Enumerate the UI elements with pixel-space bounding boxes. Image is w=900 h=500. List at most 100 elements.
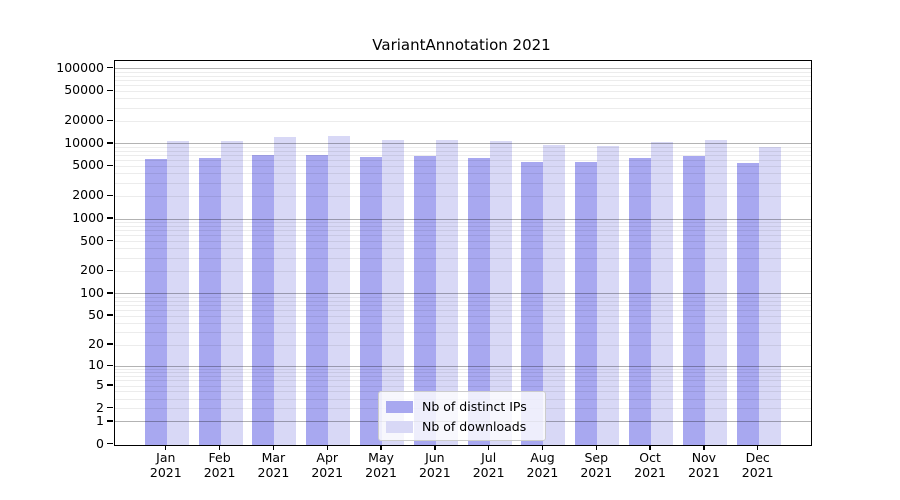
minor-gridline: [114, 257, 811, 259]
x-tick-label: Feb 2021: [192, 450, 248, 480]
y-tick-label: 10000: [64, 134, 104, 150]
y-tick-mark: [107, 269, 113, 272]
x-tick-year: 2021: [741, 465, 774, 480]
minor-gridline: [114, 71, 811, 73]
y-tick-label: 2000: [72, 187, 104, 203]
x-tick-month: Sep: [584, 450, 609, 465]
minor-gridline: [114, 248, 811, 250]
legend-item-distinct-ips: Nb of distinct IPs: [386, 398, 537, 415]
bar-downloads-mar: [274, 137, 297, 445]
minor-gridline: [114, 315, 811, 317]
x-tick-year: 2021: [203, 465, 236, 480]
bar-distinct-ips-jul: [467, 158, 490, 445]
bar-distinct-ips-may: [360, 157, 383, 445]
x-tick-month: Aug: [530, 450, 555, 465]
major-gridline: [114, 68, 811, 70]
x-tick-mark: [487, 444, 490, 450]
minor-gridline: [114, 107, 811, 109]
bar-distinct-ips-jun: [413, 156, 436, 445]
x-tick-month: Oct: [639, 450, 661, 465]
plot-area: [113, 59, 812, 446]
bar-downloads-oct: [651, 141, 674, 445]
minor-gridline: [114, 304, 811, 306]
bar-distinct-ips-oct: [629, 158, 652, 445]
x-tick-mark: [649, 444, 651, 450]
y-tick-label: 10: [88, 357, 104, 373]
bar-distinct-ips-aug: [521, 161, 544, 445]
x-tick-mark: [703, 444, 705, 450]
bar-downloads-aug: [543, 145, 566, 445]
bar-distinct-ips-sep: [575, 162, 598, 445]
minor-gridline: [114, 385, 811, 387]
bar-distinct-ips-apr: [306, 155, 329, 445]
minor-gridline: [114, 173, 811, 175]
x-tick-month: Mar: [261, 450, 286, 465]
x-tick-label: Dec 2021: [730, 450, 786, 480]
minor-gridline: [114, 300, 811, 302]
x-tick-label: Oct 2021: [622, 450, 678, 480]
major-gridline: [114, 143, 811, 145]
y-tick-mark: [107, 364, 113, 366]
legend-label-downloads: Nb of downloads: [422, 419, 527, 434]
x-tick-year: 2021: [418, 465, 451, 480]
y-tick-mark: [107, 343, 113, 345]
minor-gridline: [114, 221, 811, 223]
x-tick-mark: [272, 444, 275, 450]
minor-gridline: [114, 160, 811, 162]
y-tick-label: 2: [96, 399, 104, 415]
y-tick-label: 100000: [56, 59, 104, 75]
legend: Nb of distinct IPs Nb of downloads: [378, 391, 546, 441]
y-tick-mark: [107, 142, 113, 144]
x-tick-label: Sep 2021: [568, 450, 624, 480]
x-tick-label: Jan 2021: [138, 450, 194, 480]
x-tick-year: 2021: [472, 465, 505, 480]
minor-gridline: [114, 331, 811, 333]
x-tick-label: Jun 2021: [407, 450, 463, 480]
minor-gridline: [114, 296, 811, 298]
y-tick-mark: [107, 420, 113, 422]
bar-distinct-ips-dec: [736, 163, 759, 445]
y-tick-mark: [107, 384, 113, 386]
x-tick-year: 2021: [526, 465, 559, 480]
minor-gridline: [114, 241, 811, 243]
x-tick-mark: [434, 444, 436, 450]
x-tick-label: Aug 2021: [514, 450, 570, 480]
y-tick-label: 0: [96, 435, 104, 451]
minor-gridline: [114, 146, 811, 148]
legend-swatch-distinct-ips: [386, 400, 413, 413]
bar-distinct-ips-jan: [144, 158, 167, 445]
major-gridline: [114, 293, 811, 295]
legend-swatch-downloads: [386, 420, 413, 433]
major-gridline: [114, 365, 811, 367]
minor-gridline: [114, 90, 811, 92]
x-tick-year: 2021: [634, 465, 666, 480]
y-tick-label: 1000: [72, 209, 104, 225]
bar-downloads-jun: [435, 139, 458, 445]
y-tick-label: 50000: [64, 82, 104, 98]
minor-gridline: [114, 84, 811, 86]
x-tick-year: 2021: [580, 465, 613, 480]
x-tick-mark: [757, 444, 759, 450]
x-tick-label: Jul 2021: [461, 450, 517, 480]
y-tick-label: 20: [88, 336, 104, 352]
minor-gridline: [114, 344, 811, 346]
bar-downloads-jul: [489, 141, 512, 445]
y-tick-mark: [107, 119, 113, 121]
minor-gridline: [114, 79, 811, 81]
y-tick-label: 100: [80, 284, 104, 300]
x-tick-month: Nov: [691, 450, 717, 465]
x-tick-month: May: [368, 450, 394, 465]
x-tick-month: Apr: [316, 450, 339, 465]
x-tick-mark: [326, 444, 328, 450]
bar-downloads-dec: [758, 146, 781, 445]
minor-gridline: [114, 372, 811, 374]
bar-distinct-ips-mar: [252, 155, 275, 445]
y-tick-label: 200: [80, 262, 104, 278]
x-tick-year: 2021: [687, 465, 720, 480]
bar-distinct-ips-feb: [198, 158, 221, 445]
minor-gridline: [114, 235, 811, 237]
y-tick-label: 5: [96, 377, 104, 393]
minor-gridline: [114, 270, 811, 272]
y-tick-mark: [107, 314, 113, 316]
